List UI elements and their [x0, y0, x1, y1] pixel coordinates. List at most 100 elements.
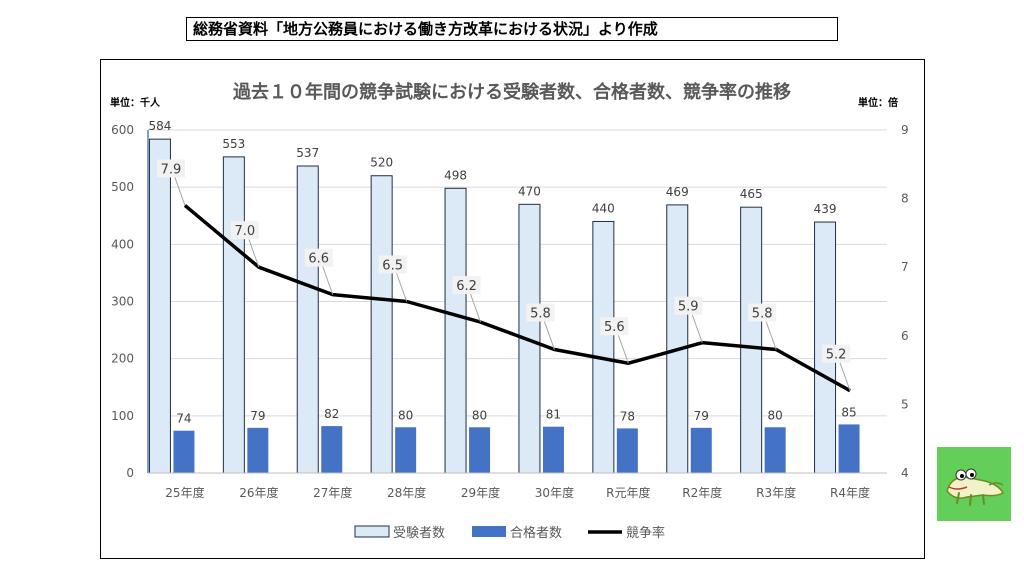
legend-label-rate: 競争率: [626, 525, 665, 541]
y-left-tick-label: 0: [126, 466, 134, 480]
y-right-tick-label: 8: [901, 192, 909, 206]
bar-applicants: [740, 206, 763, 474]
bar-applicants: [666, 204, 689, 474]
bar-passers: [616, 428, 638, 473]
bar-passers: [764, 427, 786, 473]
x-tick-label: 29年度: [461, 485, 500, 500]
y-right-tick-label: 9: [901, 123, 909, 137]
crocodile-mascot-icon: [937, 447, 1011, 521]
x-tick-label: 27年度: [313, 485, 352, 500]
data-label-applicants: 584: [148, 119, 171, 133]
legend-swatch-applicants: [354, 525, 390, 538]
y-right-tick-label: 6: [901, 329, 909, 343]
x-tick-label: R3年度: [756, 485, 796, 500]
y-left-tick-label: 300: [111, 295, 134, 309]
x-tick-label: 28年度: [387, 485, 426, 500]
leader-line: [543, 321, 555, 350]
right-axis-unit: 単位：倍: [858, 96, 898, 109]
data-label-rate: 5.9: [678, 300, 699, 315]
rate-label-bg: [600, 317, 629, 336]
x-tick-label: 25年度: [165, 485, 204, 500]
data-label-applicants: 470: [518, 184, 541, 198]
x-tick-label: 30年度: [535, 485, 574, 500]
rate-label-bg: [674, 296, 703, 315]
data-label-applicants: 439: [814, 202, 837, 216]
legend-swatch-passers: [472, 526, 506, 537]
data-label-applicants: 440: [592, 201, 615, 215]
data-label-rate: 7.0: [235, 224, 256, 239]
data-label-passers: 74: [176, 412, 191, 426]
bar-passers: [247, 427, 269, 473]
rate-line: [183, 204, 851, 393]
bar-applicants: [444, 187, 467, 474]
rate-label-bg: [304, 248, 333, 267]
data-label-passers: 85: [841, 405, 856, 419]
data-label-applicants: 498: [444, 168, 467, 182]
data-label-applicants: 469: [666, 185, 689, 199]
y-right-tick-label: 5: [901, 397, 909, 411]
bar-passers: [173, 430, 195, 473]
leader-line: [322, 266, 334, 295]
data-label-rate: 6.5: [382, 259, 403, 274]
data-label-rate: 5.6: [604, 320, 625, 335]
y-right-tick-label: 7: [901, 260, 909, 274]
rate-label-bg: [748, 303, 777, 322]
leader-line: [691, 314, 703, 343]
data-label-passers: 80: [768, 408, 783, 422]
data-label-passers: 81: [546, 408, 561, 422]
rate-label-bg: [452, 276, 481, 295]
data-label-rate: 6.2: [456, 279, 477, 294]
x-tick-label: R4年度: [830, 485, 870, 500]
rate-line-group: [183, 204, 851, 393]
leader-line: [174, 177, 186, 206]
data-label-passers: 80: [472, 408, 487, 422]
bar-applicants: [222, 156, 245, 474]
data-label-rate: 5.8: [530, 307, 551, 322]
bar-passers: [321, 426, 343, 473]
data-label-applicants: 553: [222, 137, 245, 151]
bar-passers: [542, 426, 564, 473]
bar-applicants: [592, 220, 615, 474]
x-tick-label: R元年度: [606, 485, 650, 500]
data-label-passers: 82: [324, 407, 339, 421]
data-labels: 584 74 553 79 537 82 520 80 498 80 470 81 440 78 469 79…: [148, 119, 856, 426]
leader-line: [470, 293, 482, 323]
y-left-tick-label: 500: [111, 180, 134, 194]
data-label-passers: 78: [620, 409, 635, 423]
x-tick-label: R2年度: [682, 485, 722, 500]
leader-line: [765, 321, 777, 350]
y-left-tick-label: 400: [111, 237, 134, 251]
bar-passers: [395, 427, 417, 473]
bar-passers: [690, 427, 712, 473]
legend-label-applicants: 受験者数: [393, 526, 445, 541]
y-left-tick-label: 600: [111, 123, 134, 137]
y-left-tick-label: 200: [111, 352, 134, 366]
x-tick-label: 26年度: [239, 485, 278, 500]
legend: 受験者数 合格者数 競争率: [354, 525, 665, 541]
data-label-passers: 79: [694, 409, 709, 423]
leader-line: [248, 239, 260, 268]
data-label-applicants: 465: [740, 187, 763, 201]
y-left-tick-label: 100: [111, 409, 134, 423]
grid-lines: [148, 129, 887, 474]
leader-line: [617, 335, 629, 364]
legend-label-passers: 合格者数: [510, 525, 562, 541]
y-right-tick-label: 4: [901, 466, 909, 480]
rate-label-bg: [230, 221, 259, 240]
data-label-rate: 6.6: [308, 252, 329, 267]
bar-applicants: [296, 165, 319, 474]
leader-line: [839, 362, 851, 391]
left-axis-unit: 単位：千人: [110, 96, 161, 109]
rate-label-bg: [526, 303, 555, 322]
data-label-passers: 80: [398, 408, 413, 422]
rate-label-bg: [156, 159, 185, 178]
data-label-passers: 79: [250, 409, 265, 423]
bar-applicants: [148, 138, 171, 474]
data-label-applicants: 520: [370, 156, 393, 170]
rate-label-bg: [822, 344, 851, 363]
rate-label-bg: [378, 255, 407, 274]
data-label-rate: 7.9: [161, 162, 182, 177]
data-label-applicants: 537: [296, 146, 319, 160]
